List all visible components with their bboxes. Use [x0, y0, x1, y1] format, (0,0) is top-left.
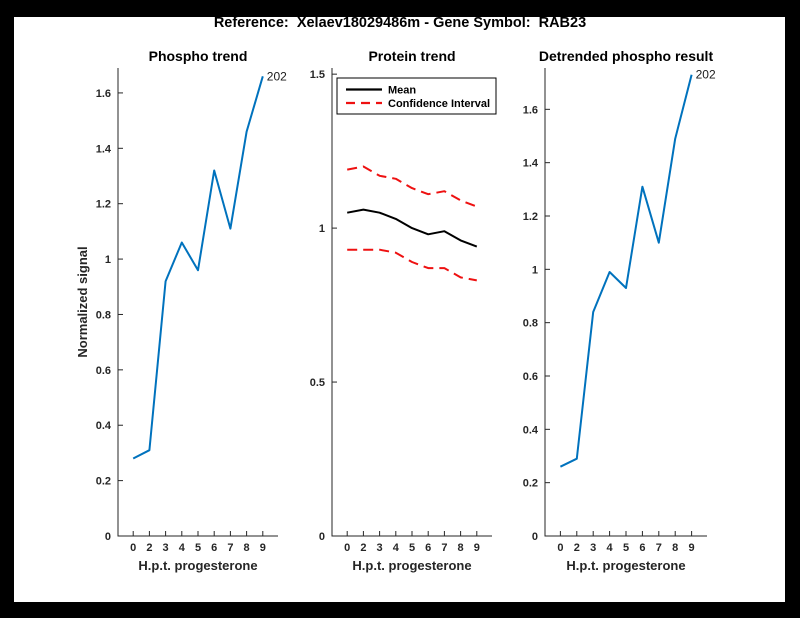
y-tick-label: 0.5: [310, 377, 325, 389]
subplot-title: Phospho trend: [149, 48, 248, 64]
y-tick-label: 0.8: [523, 318, 538, 330]
x-tick-label: 6: [425, 542, 431, 554]
x-tick-label: 7: [441, 542, 447, 554]
series-end-label: 202: [267, 69, 287, 83]
x-tick-label: 9: [474, 542, 480, 554]
x-tick-label: 2: [360, 542, 366, 554]
x-tick-label: 7: [227, 542, 233, 554]
x-tick-label: 9: [689, 542, 695, 554]
subplot-title: Protein trend: [368, 48, 455, 64]
x-tick-label: 3: [590, 542, 596, 554]
subplot-title: Detrended phospho result: [539, 48, 714, 64]
x-tick-label: 3: [377, 542, 383, 554]
subplot-detrended-phospho-result: 00.20.40.60.811.21.41.60 2 3 4 5 6 7 8 9Detrende…: [523, 48, 716, 573]
y-tick-label: 1.2: [96, 199, 111, 211]
x-tick-label: 5: [195, 542, 201, 554]
y-axis-label: Normalized signal: [75, 246, 90, 357]
x-tick-label: 4: [393, 542, 400, 554]
x-axis-label: H.p.t. progesterone: [138, 558, 257, 573]
x-tick-label: 8: [672, 542, 678, 554]
y-tick-label: 1: [319, 223, 325, 235]
y-tick-label: 1.6: [96, 88, 111, 100]
x-tick-label: 8: [244, 542, 250, 554]
legend-box: [336, 77, 497, 115]
y-tick-label: 0: [105, 531, 111, 543]
x-tick-label: 0: [557, 542, 563, 554]
y-tick-label: 0.2: [96, 476, 111, 488]
y-tick-label: 1.4: [523, 158, 539, 170]
x-axis-label: H.p.t. progesterone: [566, 558, 685, 573]
axes-frame: [117, 68, 278, 537]
y-tick-label: 0.8: [96, 309, 111, 321]
y-tick-label: 1.2: [523, 211, 538, 223]
x-tick-label: 8: [458, 542, 464, 554]
x-tick-label: 9: [260, 542, 266, 554]
legend-label: Mean: [388, 85, 416, 97]
y-tick-label: 0.4: [523, 424, 539, 436]
y-tick-label: 0: [319, 531, 325, 543]
x-tick-label: 0: [344, 542, 350, 554]
series-line-phospho-signal: [132, 76, 264, 460]
y-tick-label: 1: [105, 254, 111, 266]
x-tick-label: 2: [574, 542, 580, 554]
x-tick-label: 6: [211, 542, 217, 554]
series-line-mean: [347, 208, 478, 248]
y-tick-label: 1.6: [523, 104, 538, 116]
y-tick-label: 0: [532, 531, 538, 543]
legend-item-confidence-interval: Confidence Interval: [346, 98, 490, 110]
y-tick-label: 1: [532, 264, 538, 276]
x-tick-label: 4: [607, 542, 614, 554]
series-end-label: 202: [696, 68, 716, 82]
legend-label: Confidence Interval: [388, 98, 490, 110]
y-tick-label: 1.5: [310, 69, 325, 81]
y-tick-label: 1.4: [96, 143, 112, 155]
legend-item-mean: Mean: [346, 85, 416, 97]
x-tick-label: 0: [130, 542, 136, 554]
x-tick-label: 7: [656, 542, 662, 554]
y-tick-label: 0.6: [523, 371, 538, 383]
figure-title: Reference: Xelaev18029486m - Gene Symbol…: [213, 15, 587, 31]
x-tick-label: 5: [623, 542, 629, 554]
y-tick-label: 0.6: [96, 365, 111, 377]
series-line-detrended-phospho-signal: [559, 74, 693, 468]
x-tick-label: 3: [163, 542, 169, 554]
x-axis-label: H.p.t. progesterone: [352, 558, 471, 573]
x-tick-label: 6: [639, 542, 645, 554]
series-line-confidence-interval-lower: [347, 248, 477, 282]
x-tick-label: 2: [146, 542, 152, 554]
axes-frame: [544, 68, 707, 537]
x-tick-label: 5: [409, 542, 415, 554]
axes-frame: [331, 68, 492, 537]
y-tick-label: 0.4: [96, 420, 112, 432]
y-tick-label: 0.2: [523, 478, 538, 490]
series-line-confidence-interval-upper: [347, 165, 478, 208]
x-tick-label: 4: [179, 542, 186, 554]
subplot-phospho-trend: 00.20.40.60.811.21.41.60 2 3 4 5 6 7 8 9Phospho …: [75, 48, 287, 573]
